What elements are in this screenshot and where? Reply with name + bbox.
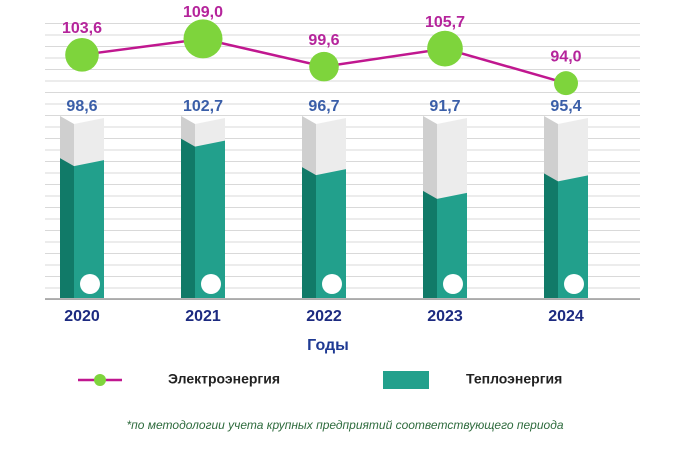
footnote: *по методологии учета крупных предприяти… [127, 418, 564, 432]
bar-side [302, 167, 316, 298]
line-point [65, 38, 99, 72]
line-value-label: 103,6 [62, 20, 102, 37]
line-point [183, 19, 223, 59]
bar [437, 192, 467, 298]
legend-swatch [383, 371, 429, 389]
bar-side [60, 158, 74, 298]
line-point [309, 51, 339, 82]
bar-side [181, 138, 195, 298]
bar-value-label: 95,4 [550, 98, 581, 115]
x-tick-label: 2021 [185, 308, 221, 325]
bar-value-label: 98,6 [66, 98, 97, 115]
bar [558, 175, 588, 298]
x-tick-label: 2020 [64, 308, 100, 325]
line-point [554, 71, 578, 96]
bar-value-label: 91,7 [429, 98, 460, 115]
bar-icon [322, 274, 342, 294]
bar-icon [564, 274, 584, 294]
bar [195, 140, 225, 298]
legend-label: Теплоэнергия [466, 371, 562, 387]
bar [316, 169, 346, 298]
legend-point [94, 374, 106, 386]
bar-icon [201, 274, 221, 294]
x-axis-label: Годы [307, 337, 349, 354]
x-tick-label: 2022 [306, 308, 342, 325]
line-point [427, 30, 463, 67]
x-tick-label: 2024 [548, 308, 584, 325]
x-tick-label: 2023 [427, 308, 463, 325]
legend-label: Электроэнергия [168, 371, 280, 387]
line-value-label: 94,0 [550, 48, 581, 65]
bar-value-label: 102,7 [183, 98, 223, 115]
line-value-label: 109,0 [183, 4, 223, 21]
bar-side [544, 173, 558, 298]
bar-value-label: 96,7 [308, 98, 339, 115]
bar-side [423, 190, 437, 298]
bar-icon [443, 274, 463, 294]
line-value-label: 99,6 [308, 32, 339, 49]
bar [74, 160, 104, 298]
bar-icon [80, 274, 100, 294]
line-value-label: 105,7 [425, 14, 465, 31]
